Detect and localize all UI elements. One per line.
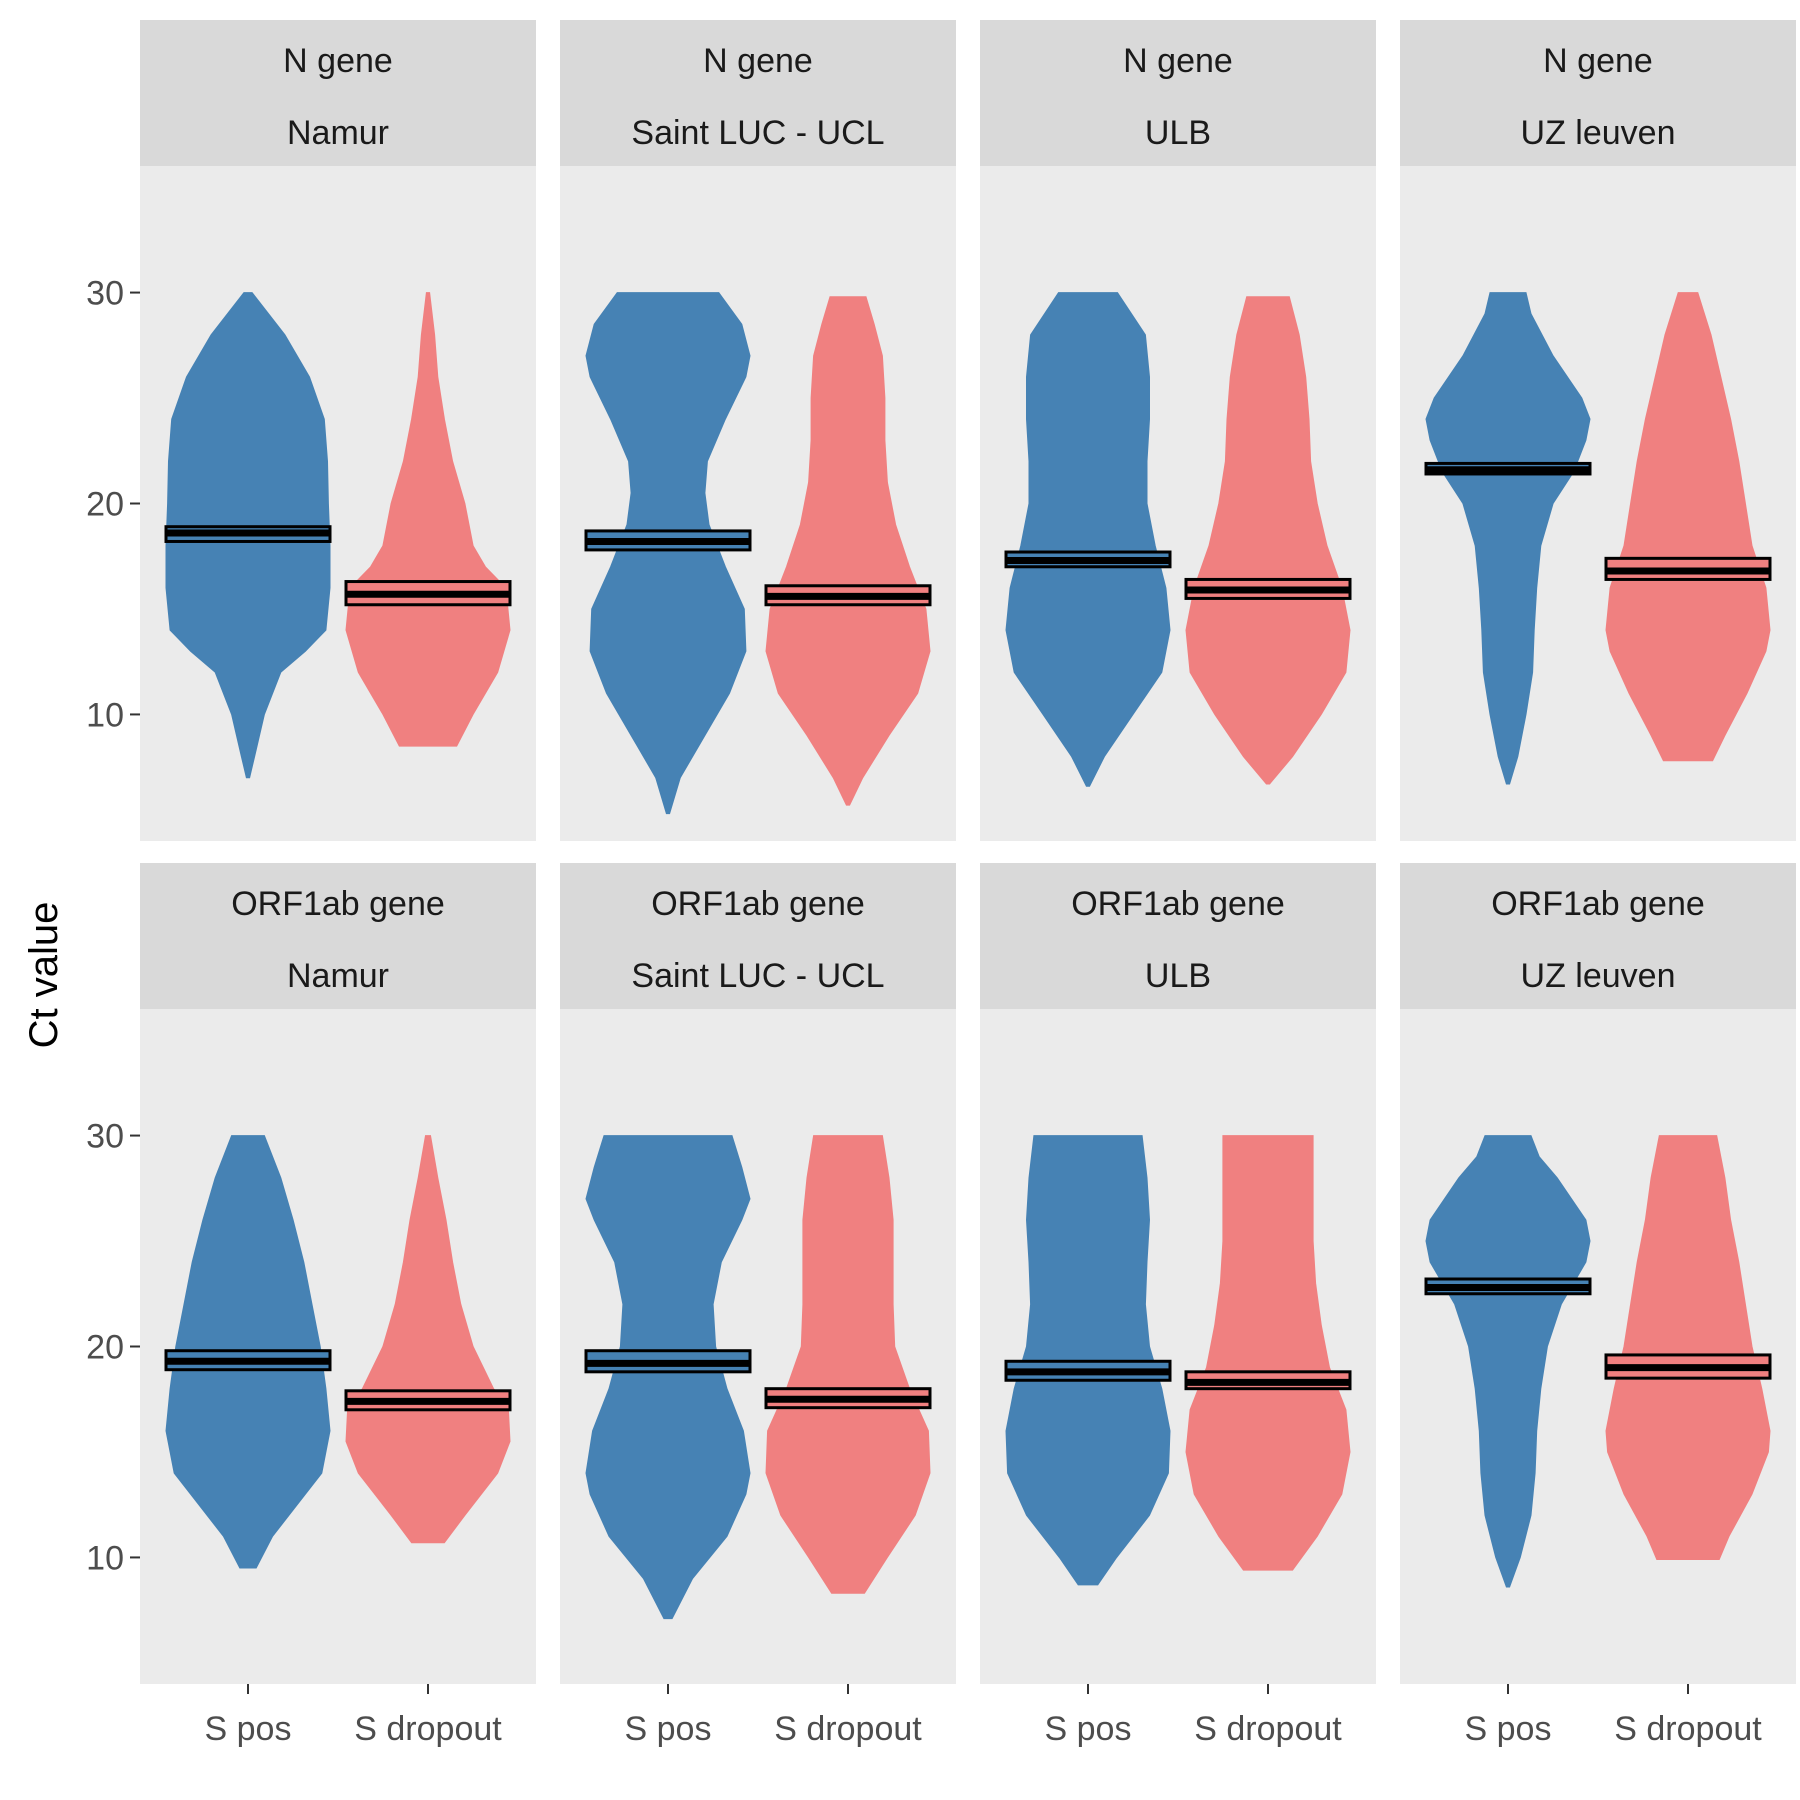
strip-gene-label: N gene [703, 42, 813, 80]
panel-n-gene-uz-leuven: N gene UZ leuven [1400, 20, 1796, 841]
panel-orf1ab-gene-ulb: ORF1ab gene ULB S pos S dropout [980, 863, 1376, 1748]
violin-s-dropout [1605, 292, 1771, 762]
violin-s-pos [1425, 1135, 1591, 1588]
x-tick-label: S pos [1045, 1710, 1132, 1748]
strip-background [980, 863, 1376, 1009]
strip-background [560, 863, 956, 1009]
strip-background [140, 20, 536, 166]
x-tick-label: S dropout [774, 1710, 922, 1748]
panel-n-gene-ulb: N gene ULB [980, 20, 1376, 841]
strip-gene-label: ORF1ab gene [1491, 885, 1705, 923]
strip-gene-label: ORF1ab gene [651, 885, 865, 923]
strip-background [140, 863, 536, 1009]
violin-s-pos [585, 1135, 751, 1620]
strip-background [560, 20, 956, 166]
panel-orf1ab-gene-uz-leuven: ORF1ab gene UZ leuven S pos S dropout [1400, 863, 1796, 1748]
strip-background [980, 20, 1376, 166]
strip-gene-label: ORF1ab gene [1071, 885, 1285, 923]
panel-background [560, 1009, 956, 1684]
y-tick-label: 30 [86, 1118, 124, 1156]
x-tick-label: S dropout [1194, 1710, 1342, 1748]
strip-gene-label: N gene [1543, 42, 1653, 80]
violin-s-dropout [1185, 296, 1351, 785]
strip-background [1400, 863, 1796, 1009]
violin-s-dropout [765, 1135, 931, 1594]
panel-orf1ab-gene-saint-luc-ucl: ORF1ab gene Saint LUC - UCL S pos S dropout [560, 863, 956, 1748]
x-tick-label: S pos [1465, 1710, 1552, 1748]
violin-s-pos [1425, 292, 1591, 785]
x-tick-label: S dropout [1614, 1710, 1762, 1748]
y-tick-label: 20 [86, 486, 124, 524]
panel-n-gene-saint-luc-ucl: N gene Saint LUC - UCL [560, 20, 956, 841]
strip-gene-label: N gene [283, 42, 393, 80]
y-axis-title: Ct value [22, 902, 66, 1049]
strip-site-label: Saint LUC - UCL [631, 114, 884, 152]
panel-background [560, 166, 956, 841]
y-tick-label: 30 [86, 275, 124, 313]
strip-background [1400, 20, 1796, 166]
strip-gene-label: N gene [1123, 42, 1233, 80]
violin-s-dropout [1185, 1135, 1351, 1571]
y-tick-label: 20 [86, 1329, 124, 1367]
violin-s-pos [585, 292, 751, 815]
strip-site-label: UZ leuven [1521, 114, 1676, 152]
y-tick-label: 10 [86, 1539, 124, 1577]
violin-s-dropout [1605, 1135, 1771, 1560]
x-tick-label: S dropout [354, 1710, 502, 1748]
x-tick-label: S pos [205, 1710, 292, 1748]
x-tick-label: S pos [625, 1710, 712, 1748]
violin-s-pos [1005, 292, 1171, 787]
strip-site-label: ULB [1145, 957, 1211, 995]
strip-site-label: Namur [287, 114, 389, 152]
strip-site-label: UZ leuven [1521, 957, 1676, 995]
panel-orf1ab-gene-namur: ORF1ab gene Namur 10 20 30 S pos S dropout [86, 863, 536, 1748]
strip-site-label: ULB [1145, 114, 1211, 152]
violin-s-dropout [765, 296, 931, 806]
strip-site-label: Saint LUC - UCL [631, 957, 884, 995]
y-tick-label: 10 [86, 696, 124, 734]
strip-site-label: Namur [287, 957, 389, 995]
strip-gene-label: ORF1ab gene [231, 885, 445, 923]
panel-n-gene-namur: N gene Namur 10 20 30 [86, 20, 536, 841]
